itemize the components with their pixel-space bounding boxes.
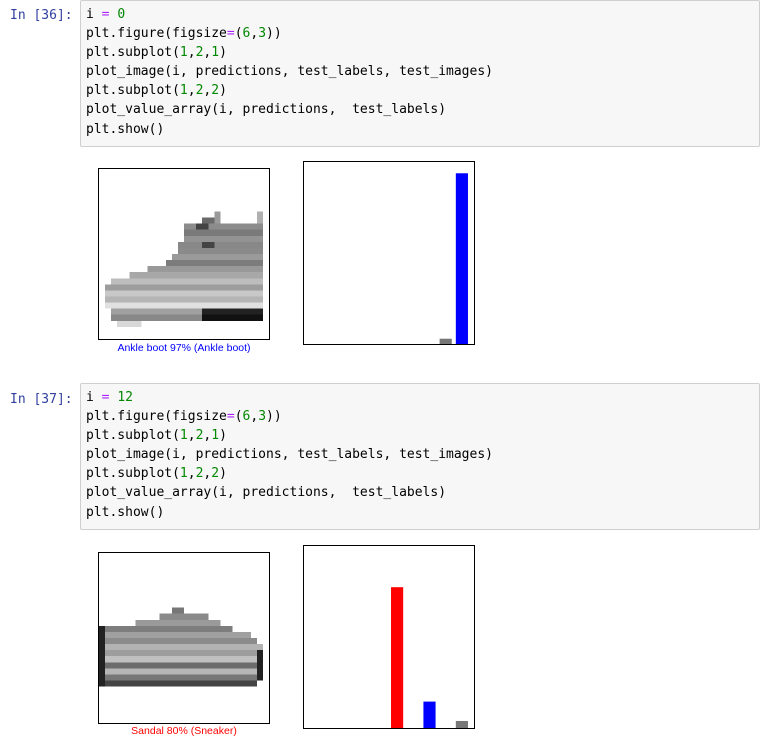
code-block[interactable]: i = 12 plt.figure(figsize=(6,3)) plt.sub… xyxy=(81,384,759,526)
code-input-cell[interactable]: i = 0 plt.figure(figsize=(6,3)) plt.subp… xyxy=(80,0,760,147)
prediction-bar-chart xyxy=(391,587,468,728)
code-line: plt.figure(figsize=(6,3)) xyxy=(86,26,282,42)
value-array-plot xyxy=(303,545,475,729)
code-line: plt.subplot(1,2,2) xyxy=(86,466,227,482)
bar-class-9 xyxy=(455,173,468,344)
code-line: plt.subplot(1,2,1) xyxy=(86,428,227,444)
code-line: plot_value_array(i, predictions, test_la… xyxy=(86,102,447,118)
code-input-cell[interactable]: i = 12 plt.figure(figsize=(6,3)) plt.sub… xyxy=(80,383,760,530)
input-prompt: In [36]: xyxy=(10,8,73,23)
code-line: plt.show() xyxy=(86,121,165,137)
code-line: plt.figure(figsize=(6,3)) xyxy=(86,409,282,425)
image-subplot xyxy=(98,552,270,724)
value-array-plot xyxy=(303,161,475,345)
code-line: plot_value_array(i, predictions, test_la… xyxy=(86,485,447,501)
code-line: i = 0 xyxy=(86,7,126,22)
ankle-boot-image xyxy=(105,211,263,327)
sneaker-image xyxy=(99,607,263,687)
prediction-caption: Ankle boot 97% (Ankle boot) xyxy=(117,342,251,354)
bar-class-7 xyxy=(423,701,436,728)
image-subplot xyxy=(98,168,270,340)
bar-class-5 xyxy=(391,587,404,728)
input-prompt: In [37]: xyxy=(10,392,73,407)
prediction-caption: Sandal 80% (Sneaker) xyxy=(131,725,237,737)
code-line: plot_image(i, predictions, test_labels, … xyxy=(86,447,493,463)
code-line: plt.subplot(1,2,1) xyxy=(86,45,227,61)
code-line: plt.subplot(1,2,2) xyxy=(86,83,227,99)
code-line: i = 12 xyxy=(86,390,133,405)
bar-class-9 xyxy=(455,720,468,728)
code-line: plot_image(i, predictions, test_labels, … xyxy=(86,64,493,80)
code-block[interactable]: i = 0 plt.figure(figsize=(6,3)) plt.subp… xyxy=(81,1,759,143)
code-line: plt.show() xyxy=(86,504,165,520)
bar-class-8 xyxy=(439,338,452,344)
prediction-bar-chart xyxy=(439,173,468,344)
